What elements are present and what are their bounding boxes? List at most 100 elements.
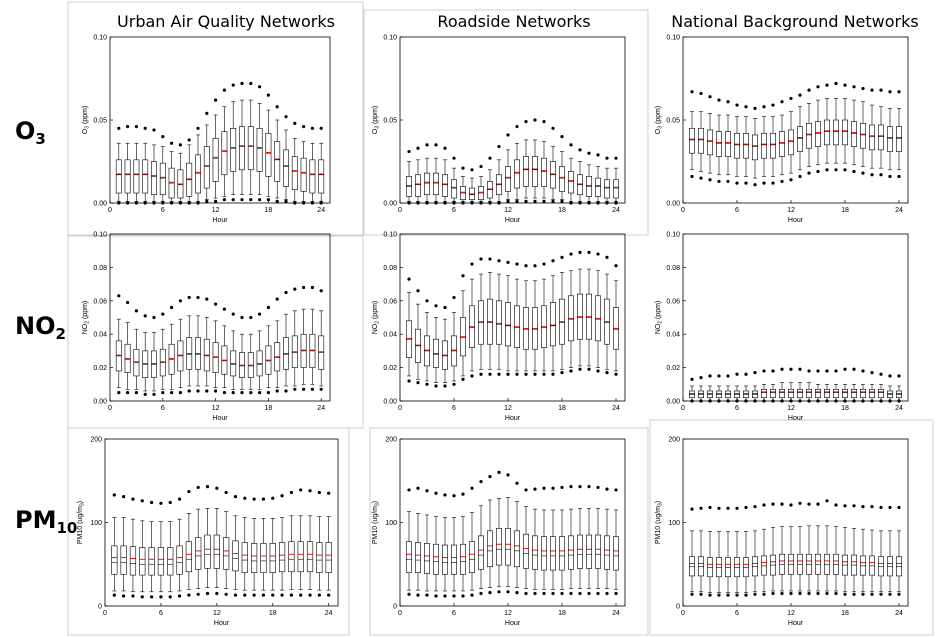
percentile-low-point — [117, 391, 121, 395]
iqr-box — [450, 544, 457, 575]
y-axis-label: NO2 (ppm) — [82, 301, 91, 335]
percentile-low-point — [284, 389, 288, 393]
hour-box — [441, 305, 448, 388]
percentile-low-point — [280, 593, 284, 597]
iqr-box — [441, 174, 448, 197]
percentile-low-point — [524, 372, 528, 376]
percentile-low-point — [708, 399, 712, 403]
iqr-box — [318, 159, 325, 194]
hour-box — [567, 252, 574, 373]
hour-box — [760, 105, 767, 185]
percentile-high-point — [327, 491, 331, 495]
iqr-box — [769, 132, 776, 159]
percentile-high-point — [299, 488, 303, 492]
percentile-low-point — [152, 392, 156, 396]
panel-frame — [369, 427, 649, 636]
iqr-box — [688, 556, 695, 577]
hour-box — [724, 506, 731, 597]
percentile-high-point — [196, 295, 200, 300]
hour-box — [715, 374, 722, 403]
percentile-high-point — [807, 502, 811, 506]
percentile-high-point — [825, 499, 829, 503]
y-axis-label: O3 (ppm) — [655, 106, 664, 134]
percentile-high-point — [560, 485, 564, 490]
percentile-high-point — [178, 299, 182, 303]
percentile-low-point — [249, 391, 253, 395]
percentile-low-point — [533, 199, 537, 203]
iqr-box — [576, 534, 583, 569]
percentile-high-point — [187, 138, 191, 142]
panel-frame — [649, 419, 934, 636]
hour-box — [850, 504, 857, 596]
percentile-low-point — [524, 591, 528, 596]
percentile-low-point — [271, 593, 275, 597]
percentile-low-point — [214, 199, 218, 203]
percentile-high-point — [771, 103, 775, 107]
percentile-low-point — [240, 198, 244, 202]
iqr-box — [859, 123, 866, 149]
percentile-low-point — [614, 201, 618, 205]
x-tick-label: 0 — [681, 405, 685, 412]
percentile-high-point — [560, 135, 564, 139]
x-tick-label: 6 — [161, 405, 165, 412]
iqr-box — [477, 535, 484, 570]
y-tick-label: 0.02 — [383, 365, 397, 372]
percentile-low-point — [888, 399, 892, 403]
iqr-box — [558, 166, 565, 192]
percentile-low-point — [780, 399, 784, 403]
percentile-low-point — [170, 201, 174, 205]
hour-box — [567, 484, 574, 596]
percentile-low-point — [117, 201, 121, 205]
percentile-low-point — [569, 201, 573, 205]
iqr-box — [841, 389, 848, 398]
hour-box — [603, 156, 610, 205]
x-tick-label: 12 — [212, 207, 220, 214]
percentile-low-point — [461, 594, 465, 598]
x-tick-label: 6 — [452, 610, 456, 617]
percentile-high-point — [879, 88, 883, 92]
percentile-low-point — [690, 592, 694, 596]
percentile-high-point — [596, 485, 600, 490]
percentile-low-point — [870, 592, 874, 596]
percentile-low-point — [843, 168, 847, 172]
percentile-high-point — [708, 374, 712, 378]
hour-box — [612, 156, 619, 205]
percentile-low-point — [551, 199, 555, 203]
iqr-box — [159, 162, 166, 196]
percentile-low-point — [690, 399, 694, 403]
iqr-box — [239, 126, 245, 171]
hour-box — [203, 297, 210, 393]
percentile-high-point — [452, 494, 456, 498]
percentile-low-point — [596, 369, 600, 373]
percentile-high-point — [249, 315, 253, 320]
panel-frame — [363, 9, 649, 236]
percentile-high-point — [122, 495, 126, 499]
percentile-high-point — [861, 369, 865, 373]
percentile-high-point — [735, 103, 739, 107]
y-tick-label: 0 — [393, 604, 397, 611]
percentile-low-point — [515, 199, 519, 203]
hour-box — [697, 506, 704, 596]
percentile-high-point — [551, 259, 555, 263]
percentile-high-point — [834, 503, 838, 507]
plot-area — [682, 233, 909, 402]
iqr-box — [823, 119, 830, 146]
x-tick-label: 0 — [681, 610, 685, 617]
percentile-low-point — [843, 399, 847, 403]
iqr-box — [167, 547, 174, 576]
percentile-low-point — [161, 201, 165, 205]
hour-box — [796, 367, 803, 403]
hour-box — [159, 135, 166, 205]
row-label-no2: NO2 — [15, 312, 66, 343]
percentile-high-point — [753, 371, 757, 375]
percentile-high-point — [452, 156, 456, 160]
percentile-high-point — [587, 151, 591, 155]
y-tick-label: 0 — [676, 604, 680, 611]
y-tick-label: 0.06 — [383, 298, 397, 305]
hour-box — [859, 86, 866, 175]
percentile-high-point — [214, 98, 218, 102]
percentile-low-point — [879, 592, 883, 596]
percentile-high-point — [515, 262, 519, 266]
hour-box — [895, 505, 902, 596]
hour-box — [251, 497, 258, 597]
